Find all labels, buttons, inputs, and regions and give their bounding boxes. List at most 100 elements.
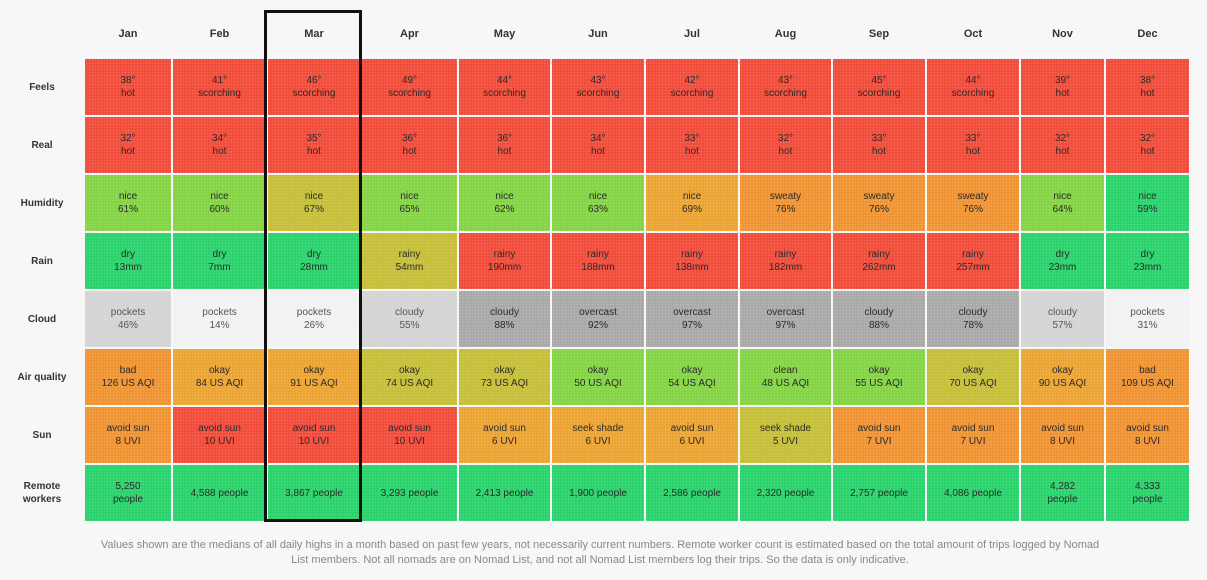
cell-real-oct[interactable]: 33° hot (927, 117, 1019, 173)
cell-remote-workers-jan[interactable]: 5,250 people (85, 465, 171, 521)
cell-remote-workers-mar[interactable]: 3,867 people (268, 465, 360, 521)
cell-cloud-feb[interactable]: pockets 14% (173, 291, 266, 347)
cell-humidity-sep[interactable]: sweaty 76% (833, 175, 925, 231)
cell-sun-nov[interactable]: avoid sun 8 UVI (1021, 407, 1104, 463)
cell-secondary-text: people (112, 494, 144, 505)
cell-real-dec[interactable]: 32° hot (1106, 117, 1189, 173)
cell-remote-workers-jul[interactable]: 2,586 people (646, 465, 738, 521)
cell-humidity-mar[interactable]: nice 67% (268, 175, 360, 231)
cell-air-quality-aug[interactable]: clean 48 US AQI (740, 349, 831, 405)
cell-rain-aug[interactable]: rainy 182mm (740, 233, 831, 289)
cell-rain-mar[interactable]: dry 28mm (268, 233, 360, 289)
cell-air-quality-jun[interactable]: okay 50 US AQI (552, 349, 644, 405)
cell-feels-jun[interactable]: 43° scorching (552, 59, 644, 115)
cell-humidity-may[interactable]: nice 62% (459, 175, 550, 231)
cell-cloud-nov[interactable]: cloudy 57% (1021, 291, 1104, 347)
cell-sun-aug[interactable]: seek shade 5 UVI (740, 407, 831, 463)
cell-air-quality-dec[interactable]: bad 109 US AQI (1106, 349, 1189, 405)
cell-humidity-apr[interactable]: nice 65% (362, 175, 457, 231)
cell-sun-sep[interactable]: avoid sun 7 UVI (833, 407, 925, 463)
cell-rain-dec[interactable]: dry 23mm (1106, 233, 1189, 289)
cell-air-quality-mar[interactable]: okay 91 US AQI (268, 349, 360, 405)
cell-remote-workers-sep[interactable]: 2,757 people (833, 465, 925, 521)
cell-rain-apr[interactable]: rainy 54mm (362, 233, 457, 289)
cell-sun-jul[interactable]: avoid sun 6 UVI (646, 407, 738, 463)
cell-air-quality-apr[interactable]: okay 74 US AQI (362, 349, 457, 405)
cell-real-jul[interactable]: 33° hot (646, 117, 738, 173)
cell-rain-oct[interactable]: rainy 257mm (927, 233, 1019, 289)
cell-primary-text: cloudy (1048, 307, 1077, 318)
cell-remote-workers-jun[interactable]: 1,900 people (552, 465, 644, 521)
cell-real-feb[interactable]: 34° hot (173, 117, 266, 173)
cell-air-quality-oct[interactable]: okay 70 US AQI (927, 349, 1019, 405)
cell-feels-aug[interactable]: 43° scorching (740, 59, 831, 115)
cell-rain-nov[interactable]: dry 23mm (1021, 233, 1104, 289)
cell-feels-dec[interactable]: 38° hot (1106, 59, 1189, 115)
cell-sun-may[interactable]: avoid sun 6 UVI (459, 407, 550, 463)
cell-real-sep[interactable]: 33° hot (833, 117, 925, 173)
cell-humidity-jun[interactable]: nice 63% (552, 175, 644, 231)
cell-air-quality-jul[interactable]: okay 54 US AQI (646, 349, 738, 405)
cell-feels-nov[interactable]: 39° hot (1021, 59, 1104, 115)
cell-sun-feb[interactable]: avoid sun 10 UVI (173, 407, 266, 463)
cell-cloud-dec[interactable]: pockets 31% (1106, 291, 1189, 347)
cell-real-may[interactable]: 36° hot (459, 117, 550, 173)
cell-cloud-jan[interactable]: pockets 46% (85, 291, 171, 347)
cell-sun-jan[interactable]: avoid sun 8 UVI (85, 407, 171, 463)
cell-real-nov[interactable]: 32° hot (1021, 117, 1104, 173)
cell-humidity-oct[interactable]: sweaty 76% (927, 175, 1019, 231)
cell-humidity-feb[interactable]: nice 60% (173, 175, 266, 231)
cell-remote-workers-aug[interactable]: 2,320 people (740, 465, 831, 521)
cell-cloud-mar[interactable]: pockets 26% (268, 291, 360, 347)
cell-cloud-jul[interactable]: overcast 97% (646, 291, 738, 347)
cell-feels-oct[interactable]: 44° scorching (927, 59, 1019, 115)
cell-air-quality-jan[interactable]: bad 126 US AQI (85, 349, 171, 405)
month-header-jun: Jun (588, 28, 608, 40)
cell-rain-jun[interactable]: rainy 188mm (552, 233, 644, 289)
cell-air-quality-nov[interactable]: okay 90 US AQI (1021, 349, 1104, 405)
cell-remote-workers-oct[interactable]: 4,086 people (927, 465, 1019, 521)
cell-rain-jan[interactable]: dry 13mm (85, 233, 171, 289)
cell-real-apr[interactable]: 36° hot (362, 117, 457, 173)
cell-feels-mar[interactable]: 46° scorching (268, 59, 360, 115)
cell-secondary-text: 28mm (300, 262, 328, 273)
cell-rain-jul[interactable]: rainy 138mm (646, 233, 738, 289)
cell-cloud-aug[interactable]: overcast 97% (740, 291, 831, 347)
cell-remote-workers-nov[interactable]: 4,282 people (1021, 465, 1104, 521)
cell-rain-feb[interactable]: dry 7mm (173, 233, 266, 289)
cell-sun-mar[interactable]: avoid sun 10 UVI (268, 407, 360, 463)
cell-sun-oct[interactable]: avoid sun 7 UVI (927, 407, 1019, 463)
cell-real-jan[interactable]: 32° hot (85, 117, 171, 173)
cell-air-quality-feb[interactable]: okay 84 US AQI (173, 349, 266, 405)
cell-feels-may[interactable]: 44° scorching (459, 59, 550, 115)
cell-feels-sep[interactable]: 45° scorching (833, 59, 925, 115)
cell-cloud-may[interactable]: cloudy 88% (459, 291, 550, 347)
cell-cloud-oct[interactable]: cloudy 78% (927, 291, 1019, 347)
cell-humidity-dec[interactable]: nice 59% (1106, 175, 1189, 231)
cell-cloud-jun[interactable]: overcast 92% (552, 291, 644, 347)
cell-cloud-apr[interactable]: cloudy 55% (362, 291, 457, 347)
cell-humidity-aug[interactable]: sweaty 76% (740, 175, 831, 231)
cell-feels-apr[interactable]: 49° scorching (362, 59, 457, 115)
cell-feels-feb[interactable]: 41° scorching (173, 59, 266, 115)
cell-real-mar[interactable]: 35° hot (268, 117, 360, 173)
cell-cloud-sep[interactable]: cloudy 88% (833, 291, 925, 347)
cell-remote-workers-may[interactable]: 2,413 people (459, 465, 550, 521)
cell-remote-workers-apr[interactable]: 3,293 people (362, 465, 457, 521)
cell-humidity-nov[interactable]: nice 64% (1021, 175, 1104, 231)
cell-humidity-jan[interactable]: nice 61% (85, 175, 171, 231)
cell-sun-apr[interactable]: avoid sun 10 UVI (362, 407, 457, 463)
cell-feels-jan[interactable]: 38° hot (85, 59, 171, 115)
cell-remote-workers-dec[interactable]: 4,333 people (1106, 465, 1189, 521)
cell-sun-dec[interactable]: avoid sun 8 UVI (1106, 407, 1189, 463)
cell-rain-may[interactable]: rainy 190mm (459, 233, 550, 289)
cell-feels-jul[interactable]: 42° scorching (646, 59, 738, 115)
cell-real-jun[interactable]: 34° hot (552, 117, 644, 173)
cell-remote-workers-feb[interactable]: 4,588 people (173, 465, 266, 521)
cell-real-aug[interactable]: 32° hot (740, 117, 831, 173)
cell-air-quality-may[interactable]: okay 73 US AQI (459, 349, 550, 405)
cell-humidity-jul[interactable]: nice 69% (646, 175, 738, 231)
cell-rain-sep[interactable]: rainy 262mm (833, 233, 925, 289)
cell-air-quality-sep[interactable]: okay 55 US AQI (833, 349, 925, 405)
cell-sun-jun[interactable]: seek shade 6 UVI (552, 407, 644, 463)
